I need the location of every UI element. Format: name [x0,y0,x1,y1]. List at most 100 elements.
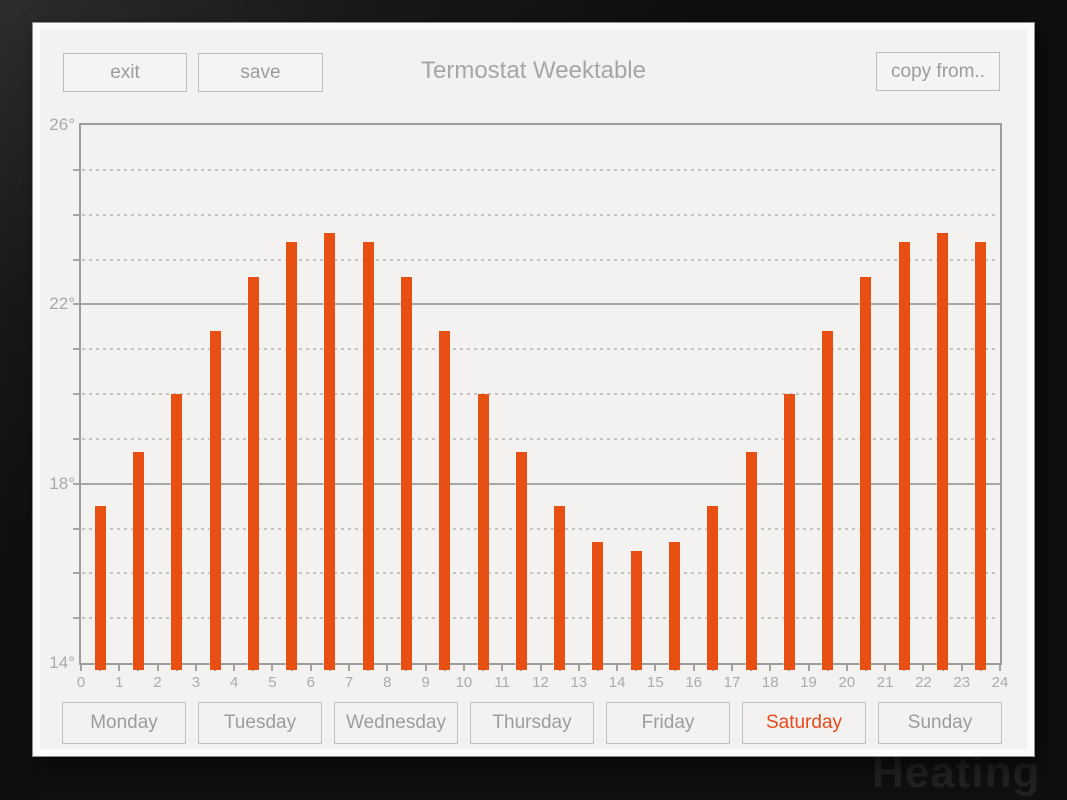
x-axis-tick [462,665,465,671]
day-tab-monday[interactable]: Monday [62,702,186,744]
x-axis-tick [692,665,695,671]
background-heating-text: Heating [872,748,1041,797]
temp-bar-hour-11[interactable] [515,452,527,670]
y-axis-tick [73,213,79,216]
temp-bar-hour-4[interactable] [247,277,259,670]
x-axis-tick [922,665,925,671]
y-axis-tick [73,617,79,620]
x-axis-label-10: 10 [455,674,473,691]
x-axis-label-19: 19 [800,674,817,691]
temp-bar-hour-18[interactable] [783,394,795,670]
temp-bar-hour-7[interactable] [362,241,374,670]
x-axis-label-9: 9 [421,674,430,691]
x-axis-label-21: 21 [876,674,894,691]
minor-gridline [82,258,995,261]
x-axis-label-17: 17 [723,674,741,691]
x-axis-tick [654,665,657,671]
x-axis-label-18: 18 [761,674,779,691]
x-axis-tick [884,665,887,671]
x-axis-tick [271,665,274,671]
x-axis-label-12: 12 [532,674,549,691]
x-axis-label-23: 23 [953,674,971,691]
temp-bar-hour-23[interactable] [975,241,987,670]
day-tab-wednesday[interactable]: Wednesday [334,702,458,744]
x-axis-tick [118,665,121,671]
temp-bar-hour-16[interactable] [707,506,719,670]
x-axis-label-24: 24 [991,674,1009,691]
save-button[interactable]: save [198,53,323,92]
x-axis-tick [807,665,810,671]
y-axis-tick [73,168,79,171]
x-axis-tick [386,665,389,671]
major-gridline [81,303,1000,306]
x-axis-tick [80,665,82,671]
minor-gridline [82,572,995,575]
y-axis-tick [73,303,79,306]
x-axis-label-8: 8 [383,674,392,691]
x-axis-tick [769,665,772,671]
day-tab-tuesday[interactable]: Tuesday [198,702,322,744]
minor-gridline [82,437,995,440]
x-axis-tick [730,665,733,671]
exit-button[interactable]: exit [63,53,187,92]
y-axis-label-14: 14° [49,653,75,672]
chart-plot-area[interactable] [73,123,1002,671]
x-axis-label-1: 1 [115,674,124,691]
weektable-chart: 26° 22° 18° 14° 0 1 2 3 4 5 6 7 8 9 10 11 12 13 14 15 16 17 18… [40,30,1027,749]
day-tab-thursday[interactable]: Thursday [470,702,594,744]
major-gridline [81,482,1000,485]
minor-gridline [82,393,995,395]
y-axis-tick [73,572,79,575]
x-axis-tick [348,665,351,671]
y-axis-tick [73,348,79,351]
y-axis-tick [73,393,79,395]
temp-bar-hour-10[interactable] [477,394,489,670]
x-axis-tick [156,665,159,671]
x-axis-label-4: 4 [229,674,239,691]
x-axis-label-3: 3 [191,674,201,691]
y-axis-label-26: 26° [49,115,75,134]
temp-bar-hour-21[interactable] [898,241,910,670]
temp-bar-hour-0[interactable] [94,506,106,670]
x-axis-tick [539,665,542,671]
temp-bar-hour-8[interactable] [400,277,412,670]
temp-bar-hour-17[interactable] [745,452,757,670]
minor-gridline [82,348,995,351]
x-axis-tick [577,665,580,671]
thermostat-weektable-window: exit save Termostat Weektable copy from.… [33,23,1034,756]
x-axis-label-7: 7 [344,674,354,691]
copy-from-button[interactable]: copy from.. [876,52,1000,91]
x-axis-tick [501,665,504,671]
day-tab-saturday[interactable]: Saturday [742,702,866,744]
x-axis-tick [194,665,197,671]
temp-bar-hour-3[interactable] [209,331,221,670]
temp-bar-hour-5[interactable] [286,241,298,670]
temp-bar-hour-13[interactable] [592,541,604,670]
day-tabs: Monday Tuesday Wednesday Thursday Friday Satu… [62,702,1002,744]
x-axis-tick [616,665,619,671]
x-axis-tick [999,665,1001,671]
temp-bar-hour-1[interactable] [132,452,144,670]
day-tab-sunday[interactable]: Sunday [878,702,1002,744]
x-axis-label-13: 13 [570,674,588,691]
x-axis-label-16: 16 [685,674,702,691]
x-axis-label-20: 20 [838,674,856,691]
temp-bar-hour-19[interactable] [822,331,834,670]
temp-bar-hour-14[interactable] [630,550,642,670]
temp-bar-hour-22[interactable] [937,232,949,670]
temp-bar-hour-6[interactable] [324,232,336,670]
temp-bar-hour-2[interactable] [171,394,183,670]
y-axis-tick [73,258,79,261]
y-axis-tick [73,482,79,485]
minor-gridline [82,168,995,171]
x-axis-tick [960,665,963,671]
day-tab-friday[interactable]: Friday [606,702,730,744]
temp-bar-hour-15[interactable] [669,541,681,670]
x-axis-tick [309,665,312,671]
temp-bar-hour-20[interactable] [860,277,872,670]
temp-bar-hour-9[interactable] [439,331,451,670]
x-axis-tick [233,665,236,671]
x-axis-tick [424,665,427,671]
temp-bar-hour-12[interactable] [554,506,566,670]
